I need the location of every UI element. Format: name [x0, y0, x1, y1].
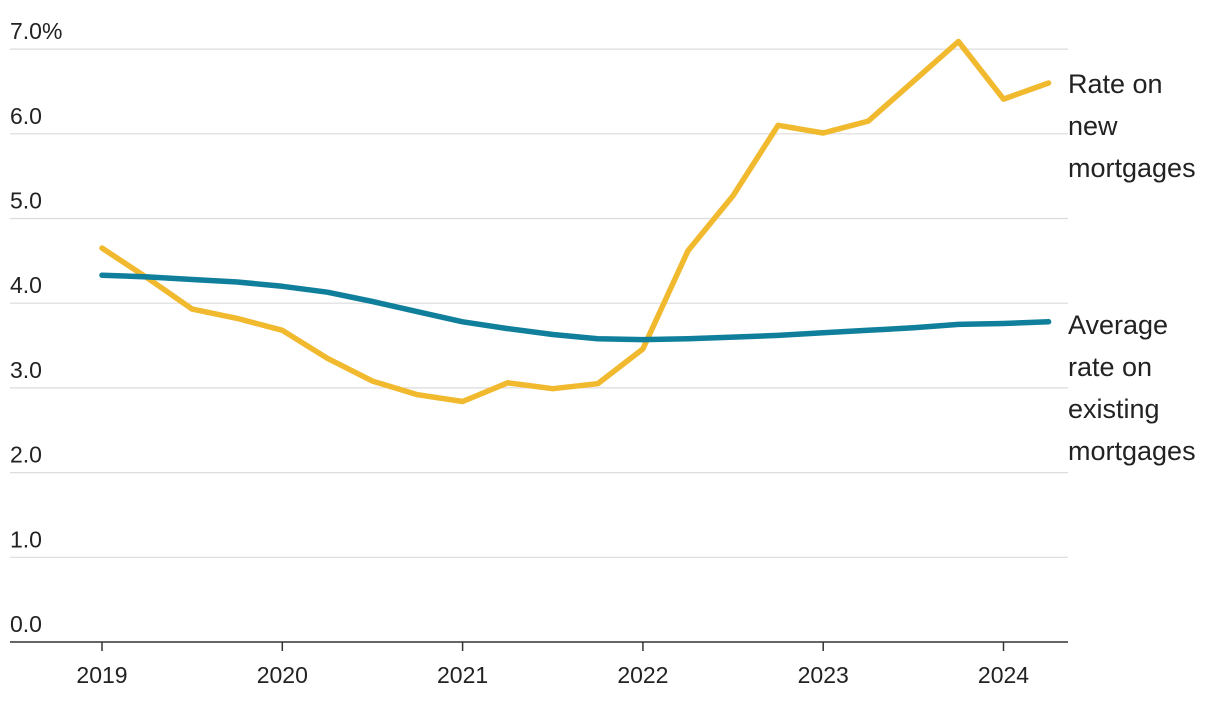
x-tick-label: 2019 [76, 662, 127, 688]
y-axis-tick-labels: 7.0% 6.0 5.0 4.0 3.0 2.0 1.0 0.0 [10, 18, 62, 637]
y-tick-label: 2.0 [10, 442, 42, 468]
y-tick-label: 7.0% [10, 18, 62, 44]
x-tick-label: 2021 [437, 662, 488, 688]
x-axis: 2019 2020 2021 2022 2023 2024 [76, 642, 1029, 688]
y-tick-label: 5.0 [10, 188, 42, 214]
y-tick-label: 6.0 [10, 103, 42, 129]
x-tick-label: 2024 [978, 662, 1029, 688]
x-tick-label: 2022 [617, 662, 668, 688]
series-line-new-mortgages [99, 38, 1052, 405]
x-tick-label: 2020 [257, 662, 308, 688]
series-line-existing-mortgages [99, 272, 1052, 343]
series-lines [99, 38, 1052, 405]
series-label-new-mortgages: Rate on new mortgages [1068, 69, 1196, 183]
y-tick-label: 0.0 [10, 611, 42, 637]
series-labels: Rate on new mortgages Average rate on existin… [1068, 69, 1196, 466]
grid-lines [10, 48, 1068, 558]
x-tick-label: 2023 [798, 662, 849, 688]
y-tick-label: 1.0 [10, 526, 42, 552]
y-tick-label: 3.0 [10, 357, 42, 383]
series-label-existing-mortgages: Average rate on existing mortgages [1068, 310, 1196, 466]
y-tick-label: 4.0 [10, 272, 42, 298]
